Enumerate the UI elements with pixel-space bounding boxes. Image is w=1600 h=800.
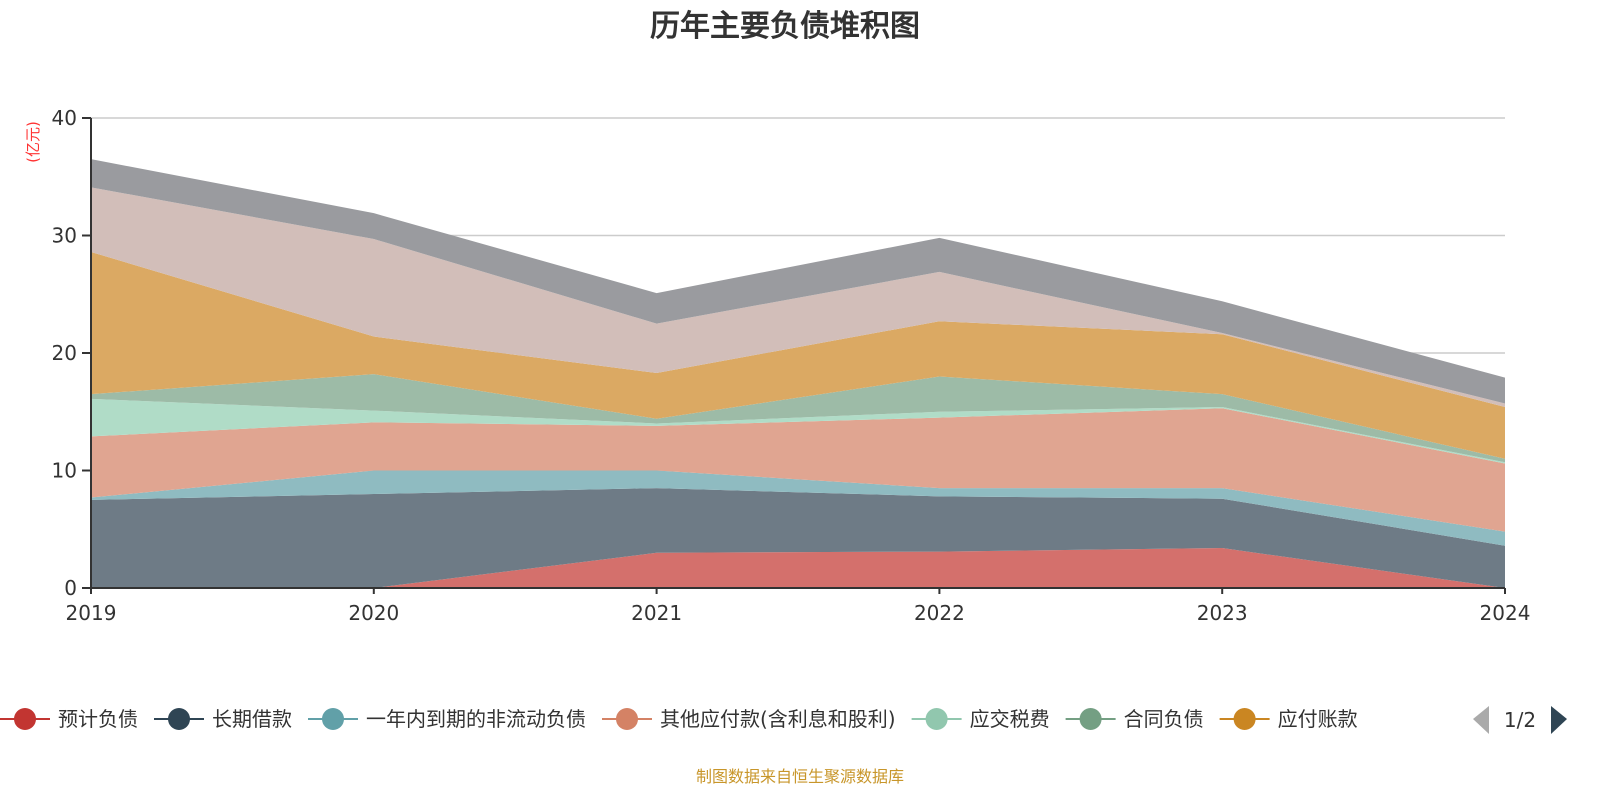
y-tick-label: 20 <box>52 341 77 365</box>
legend-item[interactable]: 一年内到期的非流动负债 <box>308 707 586 731</box>
legend-label: 应付账款 <box>1278 707 1358 731</box>
y-tick-label: 30 <box>52 224 77 248</box>
area-series-0 <box>91 548 1505 588</box>
area-series-3 <box>91 408 1505 532</box>
y-tick-label: 40 <box>52 106 77 130</box>
x-tick-label: 2024 <box>1480 601 1531 625</box>
legend-label: 合同负债 <box>1124 707 1204 731</box>
legend-label: 应交税费 <box>970 707 1050 731</box>
y-tick-label: 10 <box>52 459 77 483</box>
legend-item[interactable]: 预计负债 <box>0 707 138 731</box>
legend-circle-icon <box>168 708 190 730</box>
legend-prev-page-icon[interactable] <box>1473 706 1489 734</box>
chart-title: 历年主要负债堆积图 <box>650 9 920 44</box>
area-series-2 <box>91 470 1505 546</box>
x-tick-label: 2023 <box>1197 601 1248 625</box>
y-tick-label: 0 <box>64 576 77 600</box>
legend-circle-icon <box>14 708 36 730</box>
legend-label: 预计负债 <box>58 707 138 731</box>
legend-circle-icon <box>1233 708 1256 730</box>
x-tick-label: 2022 <box>914 601 965 625</box>
area-series-7 <box>91 187 1505 408</box>
legend-circle-icon <box>925 708 948 730</box>
legend-page-indicator: 1/2 <box>1504 708 1536 732</box>
area-series-8 <box>91 159 1505 404</box>
x-tick-label: 2021 <box>631 601 682 625</box>
legend-circle-icon <box>616 708 638 730</box>
legend-item[interactable]: 合同负债 <box>1065 707 1204 731</box>
legend-item[interactable]: 应付账款 <box>1219 707 1358 731</box>
legend-label: 长期借款 <box>212 707 292 731</box>
area-series-1 <box>91 488 1505 588</box>
legend-circle-icon <box>322 708 344 730</box>
data-source-note: 制图数据来自恒生聚源数据库 <box>695 767 904 786</box>
legend-item[interactable]: 应交税费 <box>911 707 1050 731</box>
legend-label: 一年内到期的非流动负债 <box>366 707 586 731</box>
legend-circle-icon <box>1079 708 1102 730</box>
x-tick-label: 2020 <box>348 601 399 625</box>
legend-item[interactable]: 长期借款 <box>154 707 292 731</box>
x-tick-label: 2019 <box>66 601 117 625</box>
legend-item[interactable]: 其他应付款(含利息和股利) <box>602 707 896 731</box>
area-series-4 <box>91 398 1505 464</box>
y-axis-unit: (亿元) <box>24 121 42 163</box>
area-series-6 <box>91 251 1505 459</box>
legend-label: 其他应付款(含利息和股利) <box>660 707 896 731</box>
legend-next-page-icon[interactable] <box>1551 706 1567 734</box>
area-series-5 <box>91 374 1505 463</box>
